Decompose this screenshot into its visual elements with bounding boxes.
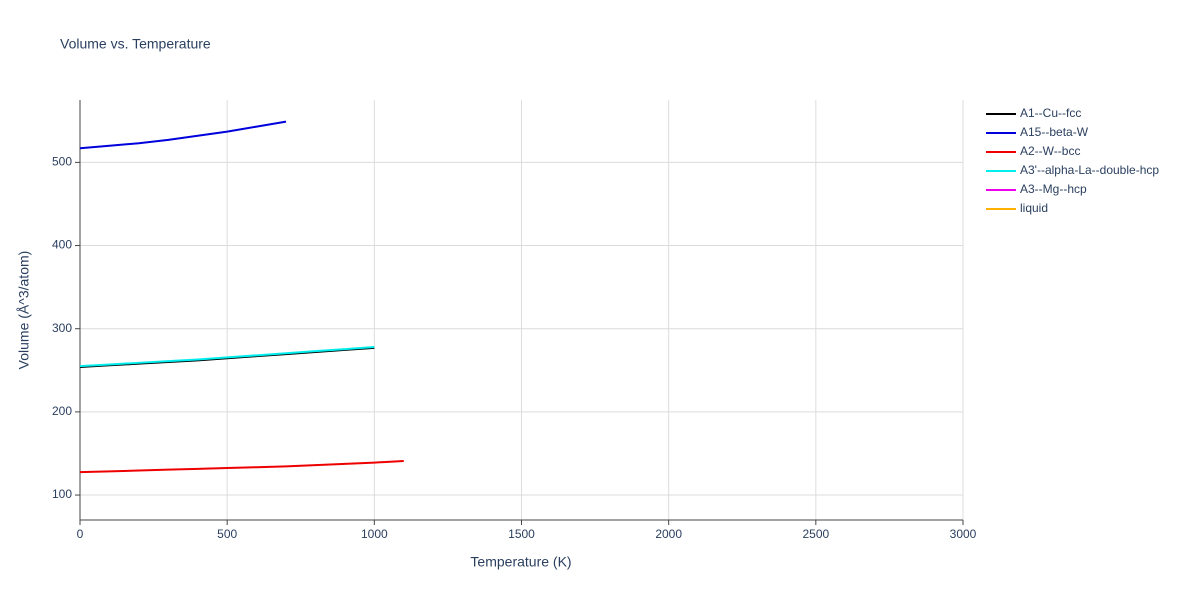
y-tick-label: 500 bbox=[52, 155, 72, 169]
y-tick-label: 200 bbox=[52, 404, 72, 418]
x-tick-label: 2000 bbox=[655, 527, 682, 541]
x-tick-label: 3000 bbox=[950, 527, 977, 541]
x-tick-label: 1000 bbox=[361, 527, 388, 541]
x-tick-label: 2500 bbox=[802, 527, 829, 541]
y-tick-label: 300 bbox=[52, 321, 72, 335]
series-line bbox=[79, 120, 287, 150]
legend-label: A2--W--bcc bbox=[1020, 144, 1080, 158]
legend-label: A3'--alpha-La--double-hcp bbox=[1020, 163, 1159, 177]
legend-label: A3--Mg--hcp bbox=[1020, 182, 1087, 196]
x-tick-label: 0 bbox=[77, 527, 84, 541]
series-line bbox=[79, 459, 404, 474]
x-tick-label: 500 bbox=[217, 527, 237, 541]
y-tick-label: 100 bbox=[52, 487, 72, 501]
x-axis-title: Temperature (K) bbox=[470, 554, 571, 570]
y-tick-label: 400 bbox=[52, 238, 72, 252]
legend-label: A15--beta-W bbox=[1020, 125, 1089, 139]
series-line bbox=[79, 346, 375, 368]
x-tick-label: 1500 bbox=[508, 527, 535, 541]
legend-label: A1--Cu--fcc bbox=[1020, 106, 1081, 120]
legend-label: liquid bbox=[1020, 201, 1048, 215]
chart-title: Volume vs. Temperature bbox=[60, 36, 211, 52]
y-axis-title: Volume (Å^3/atom) bbox=[16, 251, 32, 370]
